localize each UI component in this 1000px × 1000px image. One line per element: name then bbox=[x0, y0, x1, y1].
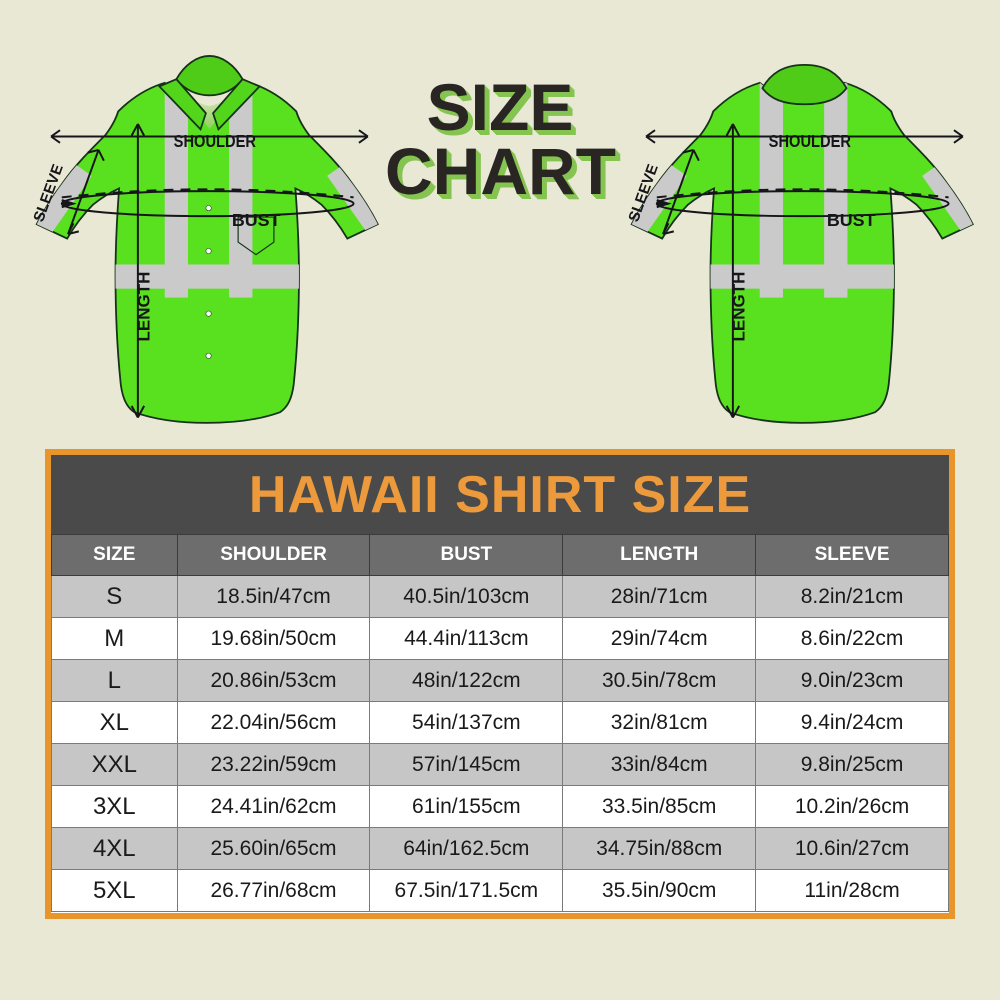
svg-text:SHOULDER: SHOULDER bbox=[769, 132, 851, 152]
svg-text:BUST: BUST bbox=[232, 210, 281, 230]
svg-text:SHOULDER: SHOULDER bbox=[174, 132, 256, 152]
svg-text:LENGTH: LENGTH bbox=[135, 272, 154, 342]
svg-text:LENGTH: LENGTH bbox=[730, 272, 749, 342]
svg-text:BUST: BUST bbox=[827, 210, 876, 230]
